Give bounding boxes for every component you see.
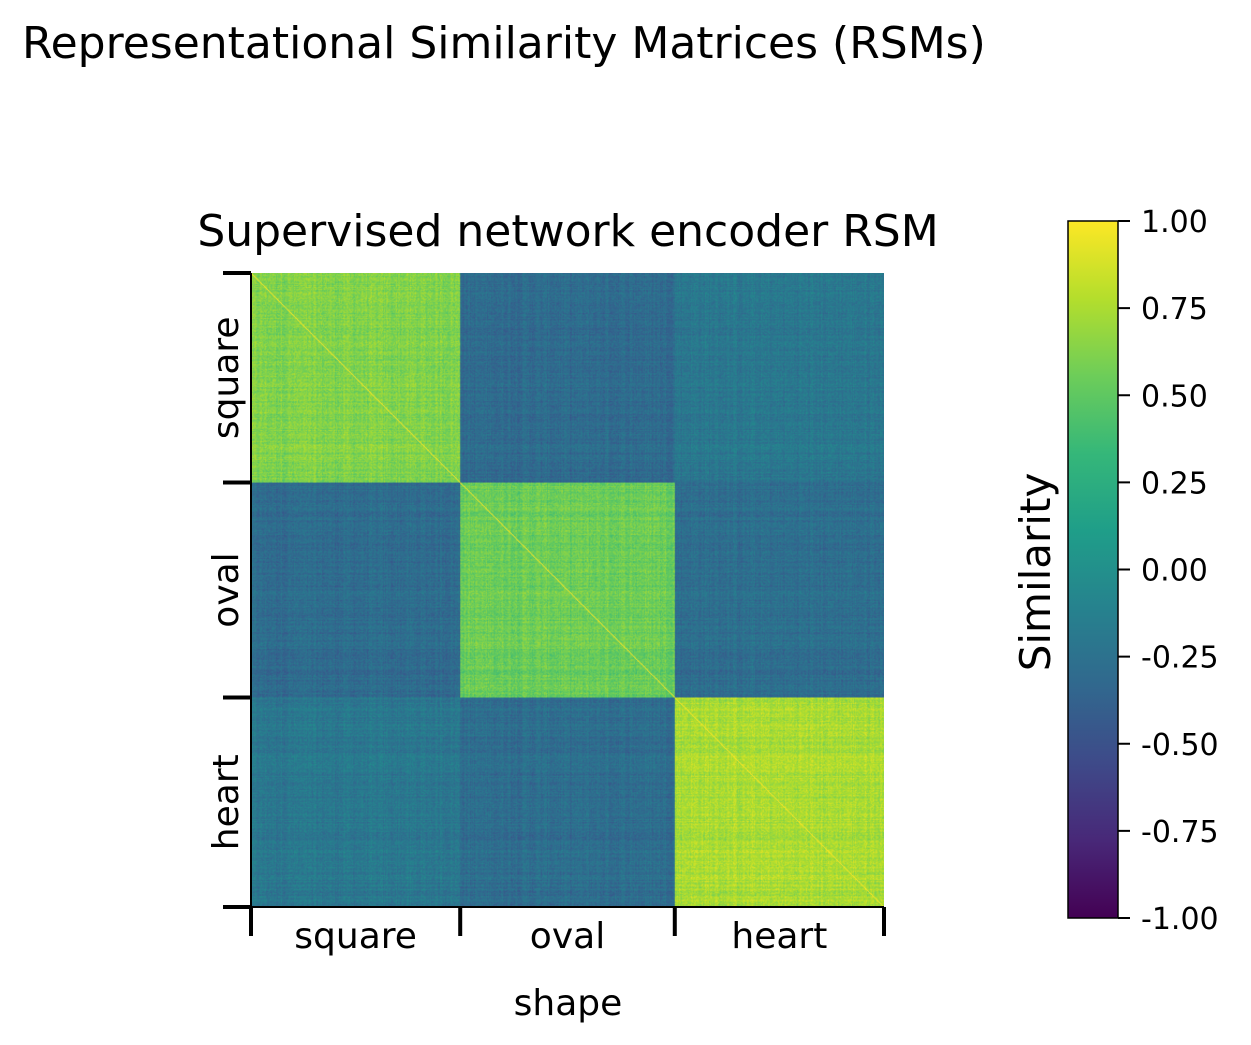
y-tick-label-square: square xyxy=(206,316,247,439)
y-tick-marks xyxy=(223,271,251,909)
x-tick-label-square: square xyxy=(294,916,417,957)
chart-title: Supervised network encoder RSM xyxy=(197,206,938,257)
y-axis: square oval heart xyxy=(206,271,252,909)
x-axis: square oval heart xyxy=(249,906,886,957)
x-tick-label-heart: heart xyxy=(731,916,827,957)
y-tick-label-heart: heart xyxy=(206,754,247,850)
heatmap xyxy=(251,273,884,907)
x-tick-labels: square oval heart xyxy=(294,916,827,957)
colorbar-tick-label: -0.75 xyxy=(1141,815,1219,850)
x-axis-label: shape xyxy=(514,983,623,1024)
colorbar-tick-label: 0.00 xyxy=(1141,554,1208,589)
colorbar-tick-label: -0.25 xyxy=(1141,641,1219,676)
colorbar-tick-label: 1.00 xyxy=(1141,205,1208,240)
colorbar-label: Similarity xyxy=(1011,473,1060,672)
colorbar-tick-label: -0.50 xyxy=(1141,728,1219,763)
y-tick-label-oval: oval xyxy=(206,552,247,627)
colorbar-tick-label: 0.50 xyxy=(1141,379,1208,414)
figure-suptitle: Representational Similarity Matrices (RS… xyxy=(22,18,986,69)
colorbar-gradient xyxy=(1067,220,1119,919)
heatmap-image xyxy=(251,273,884,907)
colorbar-tick-label: 0.25 xyxy=(1141,466,1208,501)
colorbar-tick-label: 0.75 xyxy=(1141,292,1208,327)
x-tick-label-oval: oval xyxy=(530,916,605,957)
y-tick-labels: square oval heart xyxy=(206,316,247,850)
colorbar-ticks: 1.00 0.75 0.50 0.25 0.00 -0.25 -0.50 -0.75 -1.00 xyxy=(1118,205,1219,937)
colorbar-tick-label: -1.00 xyxy=(1141,902,1219,937)
colorbar: 1.00 0.75 0.50 0.25 0.00 -0.25 -0.50 -0.75 -1.00… xyxy=(1011,205,1219,937)
x-tick-marks xyxy=(249,907,886,936)
